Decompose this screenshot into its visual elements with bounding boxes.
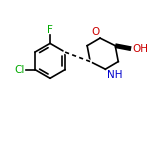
Text: O: O xyxy=(91,27,99,37)
Text: Cl: Cl xyxy=(15,65,25,75)
Text: OH: OH xyxy=(132,44,148,54)
Text: NH: NH xyxy=(107,70,122,80)
Text: F: F xyxy=(47,25,53,35)
